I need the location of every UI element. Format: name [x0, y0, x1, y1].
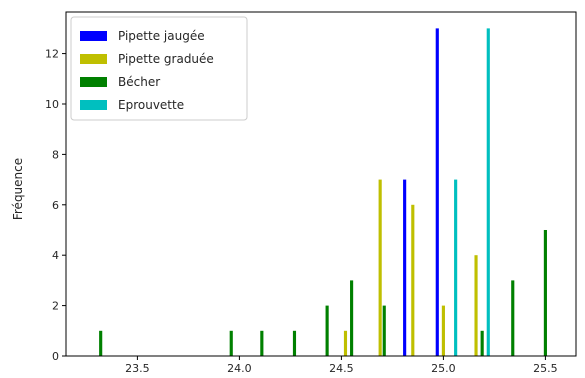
- bar-becher-4: [325, 305, 329, 356]
- bar-pipette-graduee-4: [474, 255, 478, 356]
- y-tick-label: 6: [52, 199, 59, 212]
- bar-becher-2: [260, 330, 264, 356]
- bar-pipette-jaugee-1: [435, 28, 439, 356]
- bar-becher-0: [99, 330, 103, 356]
- bar-becher-1: [229, 330, 233, 356]
- legend: Pipette jaugée Pipette graduée Bécher Eprou…: [70, 16, 248, 121]
- legend-label-pipette-graduee: Pipette graduée: [118, 52, 214, 66]
- bar-pipette-graduee-2: [411, 204, 415, 356]
- bar-becher-5: [350, 280, 354, 356]
- y-tick-label: 0: [52, 350, 59, 363]
- bar-becher-8: [511, 280, 515, 356]
- legend-swatch-eprouvette: [80, 100, 107, 110]
- bar-pipette-graduee-3: [441, 305, 445, 356]
- legend-swatch-pipette-jaugee: [80, 31, 107, 41]
- bar-pipette-jaugee-0: [403, 179, 407, 356]
- legend-label-becher: Bécher: [118, 75, 160, 89]
- x-tick-label: 25.5: [533, 362, 558, 375]
- axes-group: 23.5 24.0 24.5 25.0 25.5 0 2 4 6 8 10 12: [45, 11, 577, 375]
- bar-eprouvette-1: [486, 28, 490, 356]
- legend-swatch-pipette-graduee: [80, 54, 107, 64]
- bar-eprouvette-0: [454, 179, 458, 356]
- bar-pipette-graduee-1: [378, 179, 382, 356]
- bar-becher-9: [543, 229, 547, 356]
- bars-group: [99, 28, 547, 356]
- y-tick-label: 2: [52, 300, 59, 313]
- y-tick-label: 8: [52, 148, 59, 161]
- x-tick-label: 24.5: [329, 362, 354, 375]
- x-tick-label: 24.0: [227, 362, 252, 375]
- legend-box: [70, 16, 248, 121]
- y-tick-label: 10: [45, 98, 59, 111]
- x-tick-label: 25.0: [431, 362, 456, 375]
- y-axis-label: Fréquence: [11, 158, 25, 220]
- bar-pipette-graduee-0: [343, 330, 348, 356]
- legend-label-pipette-jaugee: Pipette jaugée: [118, 29, 205, 43]
- y-tick-label: 12: [45, 48, 59, 61]
- legend-swatch-becher: [80, 77, 107, 87]
- plot-frame: [65, 11, 577, 357]
- legend-label-eprouvette: Eprouvette: [118, 98, 184, 112]
- bar-becher-6: [382, 305, 386, 356]
- bar-becher-3: [292, 330, 297, 356]
- bar-becher-7: [480, 330, 484, 356]
- y-tick-label: 4: [52, 249, 59, 262]
- x-tick-label: 23.5: [125, 362, 150, 375]
